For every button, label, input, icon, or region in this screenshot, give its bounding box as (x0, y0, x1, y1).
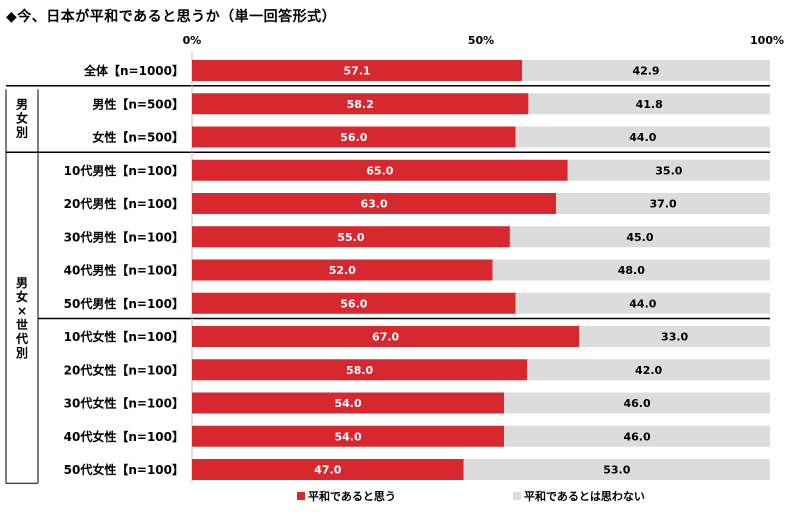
row-label: 全体【n=1000】 (83, 63, 184, 78)
bar-agree (192, 93, 529, 115)
bar-disagree (504, 425, 770, 447)
bar-disagree (567, 159, 770, 181)
row-label: 30代女性【n=100】 (64, 396, 184, 411)
bar-disagree (463, 459, 770, 480)
data-label-disagree: 35.0 (655, 164, 682, 177)
bar-disagree (528, 93, 770, 115)
row-label: 30代男性【n=100】 (64, 229, 184, 244)
data-label-disagree: 41.8 (636, 98, 663, 111)
bar-agree (192, 60, 523, 81)
bar-agree (192, 193, 557, 214)
bar-disagree (579, 326, 770, 347)
data-label-agree: 65.0 (366, 164, 393, 177)
data-label-agree: 58.2 (347, 98, 374, 111)
data-label-disagree: 42.0 (635, 364, 662, 377)
data-label-agree: 56.0 (340, 297, 367, 310)
bar-agree (192, 226, 510, 248)
row-label: 50代男性【n=100】 (64, 296, 184, 311)
bar-disagree (556, 193, 770, 214)
legend-swatch-agree (297, 492, 305, 500)
chart-title: ◆今、日本が平和であると思うか（単一回答形式） (6, 9, 337, 25)
data-label-agree: 57.1 (343, 65, 370, 78)
bar-disagree (527, 359, 770, 381)
data-label-disagree: 42.9 (632, 65, 659, 78)
bar-agree (192, 425, 505, 447)
row-label: 40代男性【n=100】 (64, 263, 184, 278)
data-label-disagree: 48.0 (618, 264, 645, 277)
legend-label-agree: 平和であると思う (308, 489, 396, 503)
data-label-agree: 63.0 (360, 198, 387, 211)
data-label-agree: 52.0 (329, 264, 356, 277)
data-label-disagree: 44.0 (629, 131, 656, 144)
bar-agree (192, 326, 580, 347)
bar-agree (192, 392, 505, 414)
data-label-agree: 54.0 (334, 397, 361, 410)
bar-disagree (515, 126, 770, 148)
row-label: 男性【n=500】 (92, 96, 184, 111)
data-label-disagree: 44.0 (629, 297, 656, 310)
bar-agree (192, 126, 516, 148)
x-axis-tick-label: 100% (750, 34, 784, 47)
bar-disagree (504, 392, 770, 414)
legend-swatch-disagree (513, 492, 521, 500)
data-label-disagree: 33.0 (661, 331, 688, 344)
bar-agree (192, 359, 528, 381)
x-axis-tick-label: 50% (468, 34, 494, 47)
data-label-disagree: 53.0 (603, 464, 630, 477)
data-label-disagree: 46.0 (623, 397, 650, 410)
bar-agree (192, 292, 516, 314)
row-label: 20代男性【n=100】 (64, 196, 184, 211)
bar-disagree (492, 259, 770, 281)
bar-agree (192, 159, 568, 181)
row-label: 10代男性【n=100】 (64, 163, 184, 178)
data-label-agree: 54.0 (334, 430, 361, 443)
data-label-disagree: 37.0 (649, 198, 676, 211)
data-label-agree: 55.0 (337, 231, 364, 244)
data-label-agree: 67.0 (372, 331, 399, 344)
legend-label-disagree: 平和であるとは思わない (524, 489, 645, 503)
data-label-disagree: 45.0 (626, 231, 653, 244)
bar-agree (192, 459, 464, 480)
x-axis-tick-label: 0% (183, 34, 202, 47)
data-label-agree: 58.0 (346, 364, 373, 377)
bar-disagree (509, 226, 770, 248)
bar-agree (192, 259, 493, 281)
row-label: 40代女性【n=100】 (64, 429, 184, 444)
group-label: 男女×世代別 (15, 276, 28, 360)
group-label: 男女別 (15, 97, 28, 139)
data-label-agree: 47.0 (314, 464, 341, 477)
row-label: 10代女性【n=100】 (64, 329, 184, 344)
row-label: 女性【n=500】 (92, 130, 184, 145)
row-label: 20代女性【n=100】 (64, 362, 184, 377)
data-label-agree: 56.0 (340, 131, 367, 144)
row-label: 50代女性【n=100】 (64, 462, 184, 477)
bar-disagree (522, 60, 770, 81)
bar-disagree (515, 292, 770, 314)
data-label-disagree: 46.0 (623, 430, 650, 443)
